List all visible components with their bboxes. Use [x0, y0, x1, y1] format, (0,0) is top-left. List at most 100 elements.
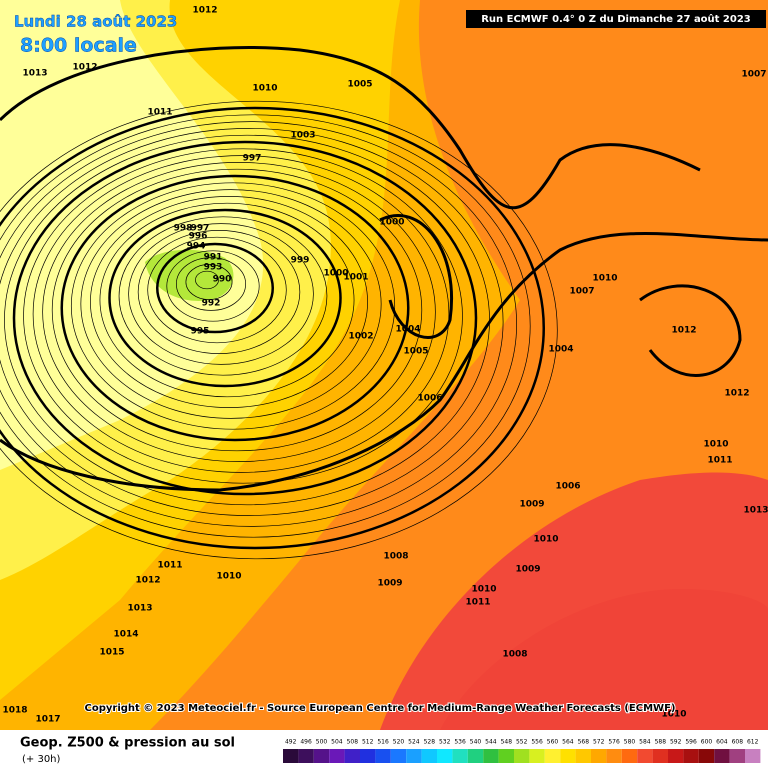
isobar	[147, 236, 287, 344]
isobar-label: 1009	[377, 579, 402, 589]
isobar	[0, 114, 531, 538]
isobar-label: 1005	[347, 80, 372, 90]
scale-label: 572	[593, 739, 605, 746]
isobar-label: 1015	[99, 648, 124, 658]
isobar-label: 1010	[216, 572, 241, 582]
isobar-label: 1005	[403, 347, 428, 357]
scale-swatch	[452, 749, 468, 763]
run-box	[466, 10, 766, 28]
isobar	[32, 155, 450, 473]
isobar-label: 1013	[22, 69, 47, 79]
scale-swatch	[467, 749, 484, 763]
isobar-label: 1009	[519, 500, 544, 510]
scale-swatch	[621, 749, 638, 763]
color-scale: 492 496 500 504 508 512 516 520 524 528 532 536 540 5…	[283, 739, 761, 763]
scale-label: 608	[732, 739, 744, 746]
scale-swatch	[745, 749, 761, 763]
scale-label: 580	[624, 739, 636, 746]
isobar	[12, 140, 478, 496]
scale-swatch	[344, 749, 360, 763]
contour	[639, 284, 742, 377]
red-core	[440, 589, 768, 730]
forecast-date: Lundi 28 août 2023	[14, 13, 177, 31]
isobar-label: 1011	[707, 456, 732, 466]
scale-swatch	[606, 749, 622, 763]
isobar-label: 1006	[417, 394, 442, 404]
isobar-label: 1008	[383, 552, 408, 562]
isobar	[90, 196, 368, 408]
scale-swatch	[390, 749, 407, 763]
scale-swatch	[498, 749, 514, 763]
scale-swatch	[437, 749, 453, 763]
isobar	[128, 223, 314, 365]
isobar	[156, 242, 274, 334]
scale-swatch	[298, 749, 314, 763]
scale-label: 544	[485, 739, 497, 746]
scale-swatch	[313, 749, 330, 763]
isobar	[166, 250, 260, 322]
isobar-label: 1011	[465, 598, 490, 608]
scale-swatch	[560, 749, 576, 763]
scale-label: 532	[439, 739, 451, 746]
isobar	[42, 162, 436, 462]
isobar	[118, 216, 328, 376]
scale-label: 492	[285, 739, 297, 746]
isobar-label: 1007	[741, 70, 766, 80]
isobar-label: 1012	[724, 389, 749, 399]
scale-label: 592	[670, 739, 682, 746]
forecast-time: 8:00 locale	[20, 35, 137, 57]
isobar-label: 993	[204, 263, 223, 273]
scale-label: 524	[408, 739, 420, 746]
contour	[0, 46, 701, 209]
isobar-label: 1017	[35, 715, 60, 725]
isobar-label: 991	[204, 253, 223, 263]
isobar-label: 1004	[395, 325, 420, 335]
scale-label: 528	[424, 739, 436, 746]
scale-label: 560	[547, 739, 559, 746]
isobar-label: 1013	[743, 506, 768, 516]
isobar	[80, 189, 382, 419]
scale-swatch	[668, 749, 684, 763]
scale-label: 584	[639, 739, 651, 746]
isobar-label: 1009	[515, 565, 540, 575]
scale-label: 600	[701, 739, 713, 746]
scale-label: 604	[716, 739, 728, 746]
isobar-label: 992	[202, 299, 221, 309]
scale-label: 540	[470, 739, 482, 746]
isobar-label: 1010	[533, 535, 558, 545]
isobar-label: 997	[243, 154, 262, 164]
isobar	[137, 230, 301, 354]
scale-swatch	[360, 749, 376, 763]
isobar	[0, 121, 517, 527]
scale-swatch	[483, 749, 499, 763]
isobar-label: 1011	[147, 108, 172, 118]
pale-field	[0, 0, 264, 470]
isobar	[176, 257, 247, 311]
scale-swatch	[698, 749, 715, 763]
scale-swatch	[637, 749, 653, 763]
contour	[0, 232, 768, 492]
footer-title: Geop. Z500 & pression au sol	[20, 736, 235, 751]
footer-lead: (+ 30h)	[22, 754, 61, 765]
isobar	[108, 208, 342, 388]
scale-swatch	[421, 749, 437, 763]
isobar-label: 995	[191, 327, 210, 337]
isobar-label: 1002	[348, 332, 373, 342]
isobar-label: 996	[189, 232, 208, 242]
scale-label: 556	[531, 739, 543, 746]
scale-label: 576	[608, 739, 620, 746]
isobar-label: 997	[191, 224, 210, 234]
isobar-label: 1010	[471, 585, 496, 595]
isobars	[0, 100, 558, 560]
scale-swatch	[544, 749, 561, 763]
scale-label: 512	[362, 739, 374, 746]
isobar	[185, 264, 233, 300]
scale-swatch	[714, 749, 730, 763]
isobar-label: 998	[174, 224, 193, 234]
isobar-label: 1003	[290, 131, 315, 141]
scale-label: 552	[516, 739, 528, 746]
scale-label: 504	[331, 739, 343, 746]
scale-label: 548	[501, 739, 513, 746]
isobar-label: 1018	[2, 706, 27, 716]
